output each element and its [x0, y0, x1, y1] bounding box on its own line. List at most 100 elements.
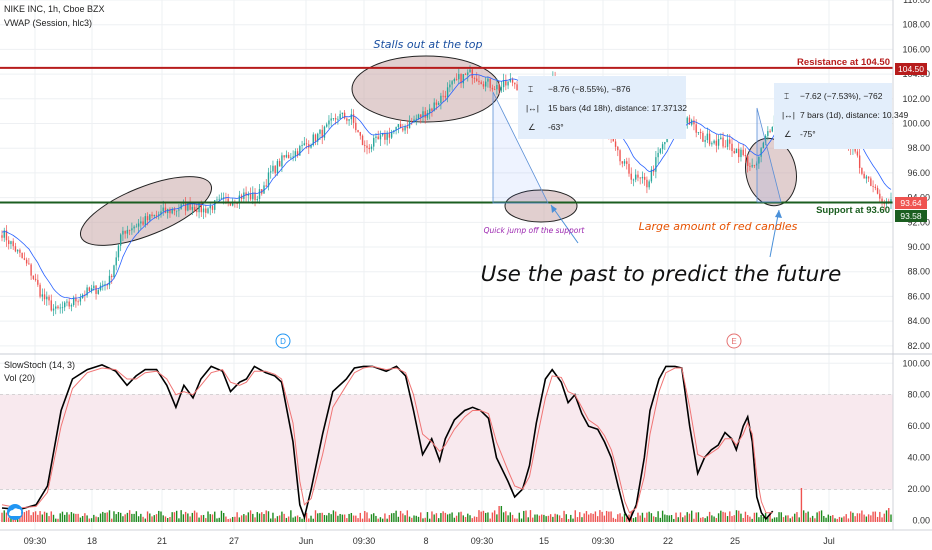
candle-body: [646, 179, 648, 188]
volume-bar: [328, 512, 330, 522]
time-tick-label: 18: [87, 536, 97, 546]
volume-bar: [612, 517, 615, 522]
candle-body: [867, 176, 870, 179]
volume-bar: [724, 512, 726, 522]
volume-bar: [458, 512, 460, 522]
volume-bar: [744, 511, 747, 522]
volume-bar: [726, 516, 729, 522]
volume-bar: [442, 511, 444, 522]
candle-body: [95, 285, 97, 294]
measurement-tools[interactable]: [492, 91, 782, 258]
volume-bar: [375, 515, 377, 522]
volume-bar: [545, 516, 547, 522]
volume-bar: [576, 517, 579, 522]
volume-bar: [554, 513, 556, 522]
measure-box-1[interactable]: [518, 76, 686, 139]
earnings-marker[interactable]: [726, 333, 742, 349]
volume-bar: [536, 514, 538, 522]
volume-bar: [117, 512, 120, 522]
volume-bar: [231, 517, 234, 522]
volume-bar: [66, 512, 68, 522]
volume-bar: [867, 514, 870, 522]
symbol-title[interactable]: NIKE INC, 1h, Cboe BZX: [4, 4, 105, 14]
vwap-legend[interactable]: VWAP (Session, hlc3): [4, 18, 92, 28]
volume-bar: [704, 518, 706, 522]
volume-bar: [802, 510, 805, 522]
candle-body: [323, 126, 326, 138]
volume-bar: [135, 511, 138, 522]
measure-2-line-1: −7.62 (−7.53%), −762: [800, 91, 883, 101]
volume-bar: [646, 512, 648, 522]
stoch-tick-label: 20.00: [907, 484, 930, 494]
volume-bar: [86, 515, 88, 522]
candle-body: [402, 128, 404, 131]
volume-bar: [500, 506, 503, 522]
volume-bar: [158, 510, 160, 522]
dividend-marker[interactable]: [275, 333, 291, 349]
candle-body: [104, 284, 106, 285]
candle-body: [435, 102, 438, 105]
volume-bar: [240, 515, 243, 522]
candle-body: [97, 290, 99, 294]
candle-body: [509, 79, 512, 82]
price-tick-label: 90.00: [907, 242, 930, 252]
candle-body: [5, 230, 8, 241]
volume-bar: [482, 510, 485, 522]
candle-body: [695, 124, 697, 133]
volume-bar: [106, 512, 108, 522]
candle-body: [471, 69, 473, 79]
volume-bar: [746, 515, 749, 522]
volume-bar: [787, 515, 789, 522]
stoch-tick-label: 80.00: [907, 390, 930, 400]
candle-body: [890, 199, 892, 203]
candle-body: [278, 161, 281, 167]
volume-bar: [21, 511, 23, 522]
candle-body: [256, 199, 258, 201]
candle-body: [458, 73, 460, 80]
volume-legend[interactable]: Vol (20): [4, 373, 35, 383]
candle-body: [290, 157, 292, 159]
volume-bar: [652, 516, 655, 522]
price-levels[interactable]: [0, 66, 893, 204]
volume-bar: [594, 511, 597, 522]
volume-bar: [856, 513, 859, 522]
stoch-lines: [1, 364, 774, 523]
volume-bar: [684, 515, 686, 522]
candle-body: [153, 215, 155, 217]
candle-body: [332, 118, 335, 119]
volume-bar: [68, 514, 70, 522]
volume-bar: [493, 510, 496, 522]
candle-body: [881, 198, 883, 202]
volume-bar: [798, 517, 800, 522]
candle-body: [75, 297, 77, 302]
volume-bar: [411, 517, 413, 522]
volume-bar: [287, 516, 290, 522]
volume-bar: [137, 516, 140, 522]
stoch-legend[interactable]: SlowStoch (14, 3): [4, 360, 75, 370]
tradingview-logo[interactable]: [7, 504, 23, 520]
volume-bar: [314, 510, 317, 522]
candle-body: [270, 171, 272, 173]
candle-body: [657, 152, 659, 158]
candle-body: [357, 130, 359, 133]
volume-bar: [341, 514, 344, 522]
volume-bar: [832, 515, 834, 522]
volume-bar: [245, 515, 247, 522]
volume-bar: [621, 516, 623, 522]
volume-bar: [102, 511, 104, 522]
volume-bar: [14, 518, 17, 522]
candle-body: [395, 127, 397, 131]
volume-bar: [444, 512, 447, 522]
volume-bar: [115, 514, 117, 522]
volume-bar: [538, 515, 541, 522]
candle-body: [720, 137, 722, 140]
price-tick-label: 110.00: [903, 0, 930, 5]
candle-body: [41, 294, 44, 297]
volume-bar: [119, 512, 122, 522]
candle-body: [496, 84, 498, 90]
candle-body: [122, 230, 124, 235]
measure-box-2[interactable]: [774, 83, 892, 149]
last-price-tag: [895, 197, 927, 209]
candle-body: [299, 146, 301, 156]
